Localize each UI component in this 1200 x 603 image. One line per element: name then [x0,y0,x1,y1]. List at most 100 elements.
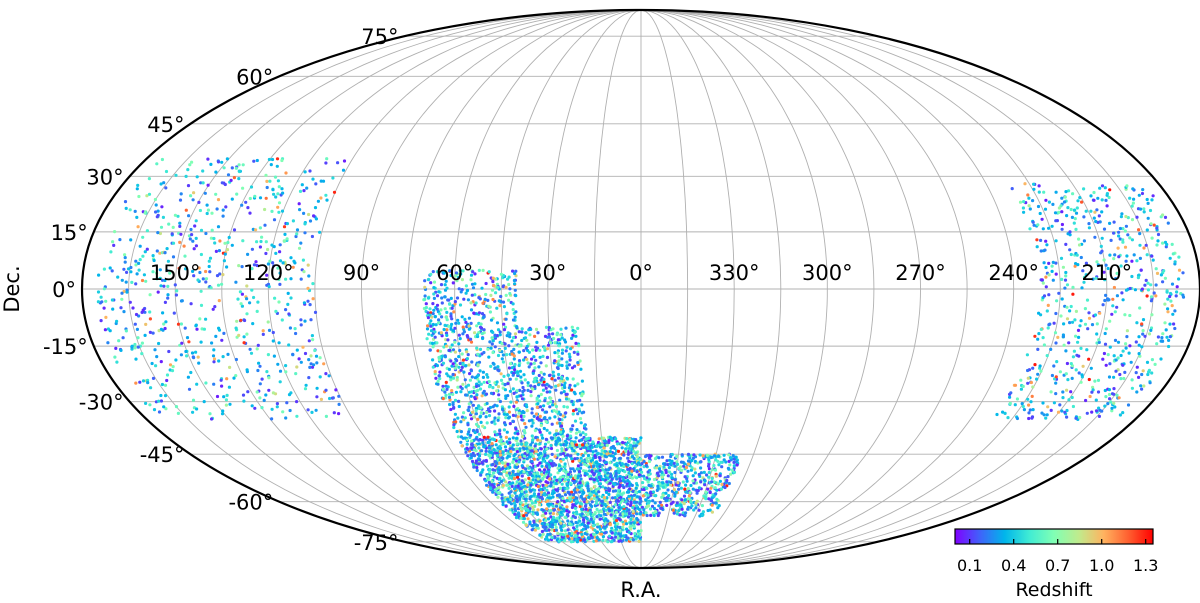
galaxy-point [616,494,620,498]
galaxy-point [433,315,437,319]
galaxy-point [608,534,612,538]
galaxy-point [1150,358,1154,362]
galaxy-point [178,221,182,225]
galaxy-point [540,522,545,526]
galaxy-point [545,447,549,451]
galaxy-point [543,399,547,403]
galaxy-point [476,373,480,378]
galaxy-point [216,160,221,164]
galaxy-point [626,502,630,506]
galaxy-point [314,408,318,412]
galaxy-point [1102,227,1107,231]
galaxy-point [142,273,146,277]
galaxy-point [628,487,632,491]
galaxy-point [522,414,526,418]
galaxy-point [628,503,633,508]
galaxy-point [429,281,433,285]
galaxy-point [267,388,271,392]
galaxy-point [558,417,562,422]
galaxy-point [461,325,465,329]
galaxy-point [1060,210,1064,214]
galaxy-point [529,483,533,487]
galaxy-point [630,469,634,473]
galaxy-point [618,456,622,460]
galaxy-point [1013,383,1018,387]
galaxy-point [576,412,580,416]
galaxy-point [234,166,238,170]
galaxy-point [531,348,535,352]
galaxy-point [564,349,568,353]
galaxy-point [256,300,260,304]
galaxy-point [1064,274,1068,278]
galaxy-point [432,286,436,290]
galaxy-point [1147,332,1152,336]
galaxy-point [1117,255,1121,259]
galaxy-point [534,519,538,523]
galaxy-point [431,345,435,349]
galaxy-point [583,531,587,536]
galaxy-point [555,448,560,453]
galaxy-point [1119,353,1123,358]
galaxy-point [477,311,481,315]
galaxy-point [566,534,570,538]
galaxy-point [534,358,538,362]
galaxy-point [541,354,545,358]
galaxy-point [306,408,310,412]
galaxy-point [633,532,637,536]
galaxy-point [1092,198,1096,202]
galaxy-point [464,291,468,295]
galaxy-point [174,293,178,297]
galaxy-point [1121,227,1125,231]
galaxy-point [508,447,512,451]
galaxy-point [316,199,320,203]
galaxy-point [271,261,275,265]
galaxy-point [544,511,548,515]
galaxy-point [543,453,547,457]
galaxy-point [610,531,614,535]
galaxy-point [448,346,453,350]
galaxy-point [1031,385,1035,389]
galaxy-point [467,316,471,320]
galaxy-point [275,402,279,406]
galaxy-point [529,452,533,456]
galaxy-point [544,483,548,487]
galaxy-point [1138,354,1142,358]
galaxy-point [332,411,336,415]
galaxy-point [428,313,432,317]
galaxy-point [517,512,521,516]
galaxy-point [707,470,711,475]
galaxy-point [549,396,553,400]
galaxy-point [566,453,570,457]
galaxy-point [199,289,203,293]
galaxy-point [1108,221,1112,225]
galaxy-point [554,442,558,446]
galaxy-point [246,252,250,256]
galaxy-point [244,200,248,204]
galaxy-point [1066,206,1070,210]
galaxy-point [217,249,221,253]
galaxy-point [1035,245,1039,249]
galaxy-point [600,443,604,447]
galaxy-point [489,293,493,297]
galaxy-point [588,492,593,496]
galaxy-point [599,514,603,518]
galaxy-point [341,168,346,172]
galaxy-point [278,282,282,286]
galaxy-point [155,162,159,166]
galaxy-point [497,369,501,373]
galaxy-point [452,425,456,430]
galaxy-point [562,383,566,388]
galaxy-point [1036,223,1040,227]
galaxy-point [1070,215,1074,219]
galaxy-point [1050,269,1054,273]
galaxy-point [166,296,170,300]
galaxy-point [454,357,458,361]
galaxy-point [608,523,613,527]
galaxy-point [298,208,302,212]
galaxy-point [161,215,165,219]
galaxy-point [1035,238,1039,242]
galaxy-point [310,334,314,338]
galaxy-point [598,468,602,473]
galaxy-point [545,428,549,432]
galaxy-point [274,251,278,255]
